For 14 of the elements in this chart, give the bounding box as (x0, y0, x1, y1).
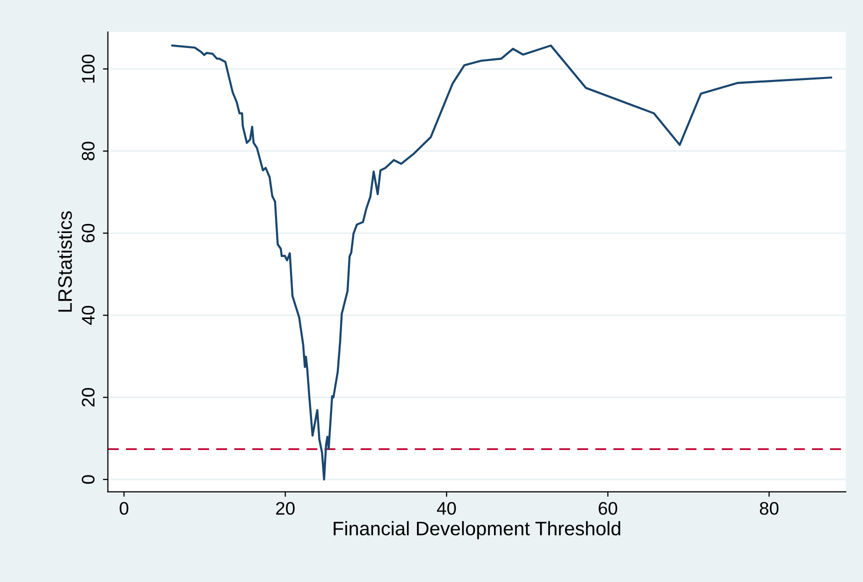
x-tick-label: 60 (598, 502, 618, 515)
x-tick-label: 0 (120, 502, 128, 515)
y-axis-title: LRStatistics (58, 211, 72, 312)
x-tick-label: 80 (760, 502, 778, 515)
y-tick-label: 0 (82, 475, 95, 484)
y-tick-label: 80 (82, 142, 95, 160)
x-tick-label: 40 (436, 502, 456, 515)
x-axis-title: Financial Development Threshold (334, 521, 620, 540)
y-tick-label: 20 (82, 388, 95, 407)
y-tick-label: 40 (82, 306, 95, 325)
y-tick-label: 100 (82, 54, 95, 83)
x-tick-label: 20 (276, 502, 295, 515)
line-series (171, 44, 832, 481)
y-tick-label: 60 (82, 224, 95, 242)
